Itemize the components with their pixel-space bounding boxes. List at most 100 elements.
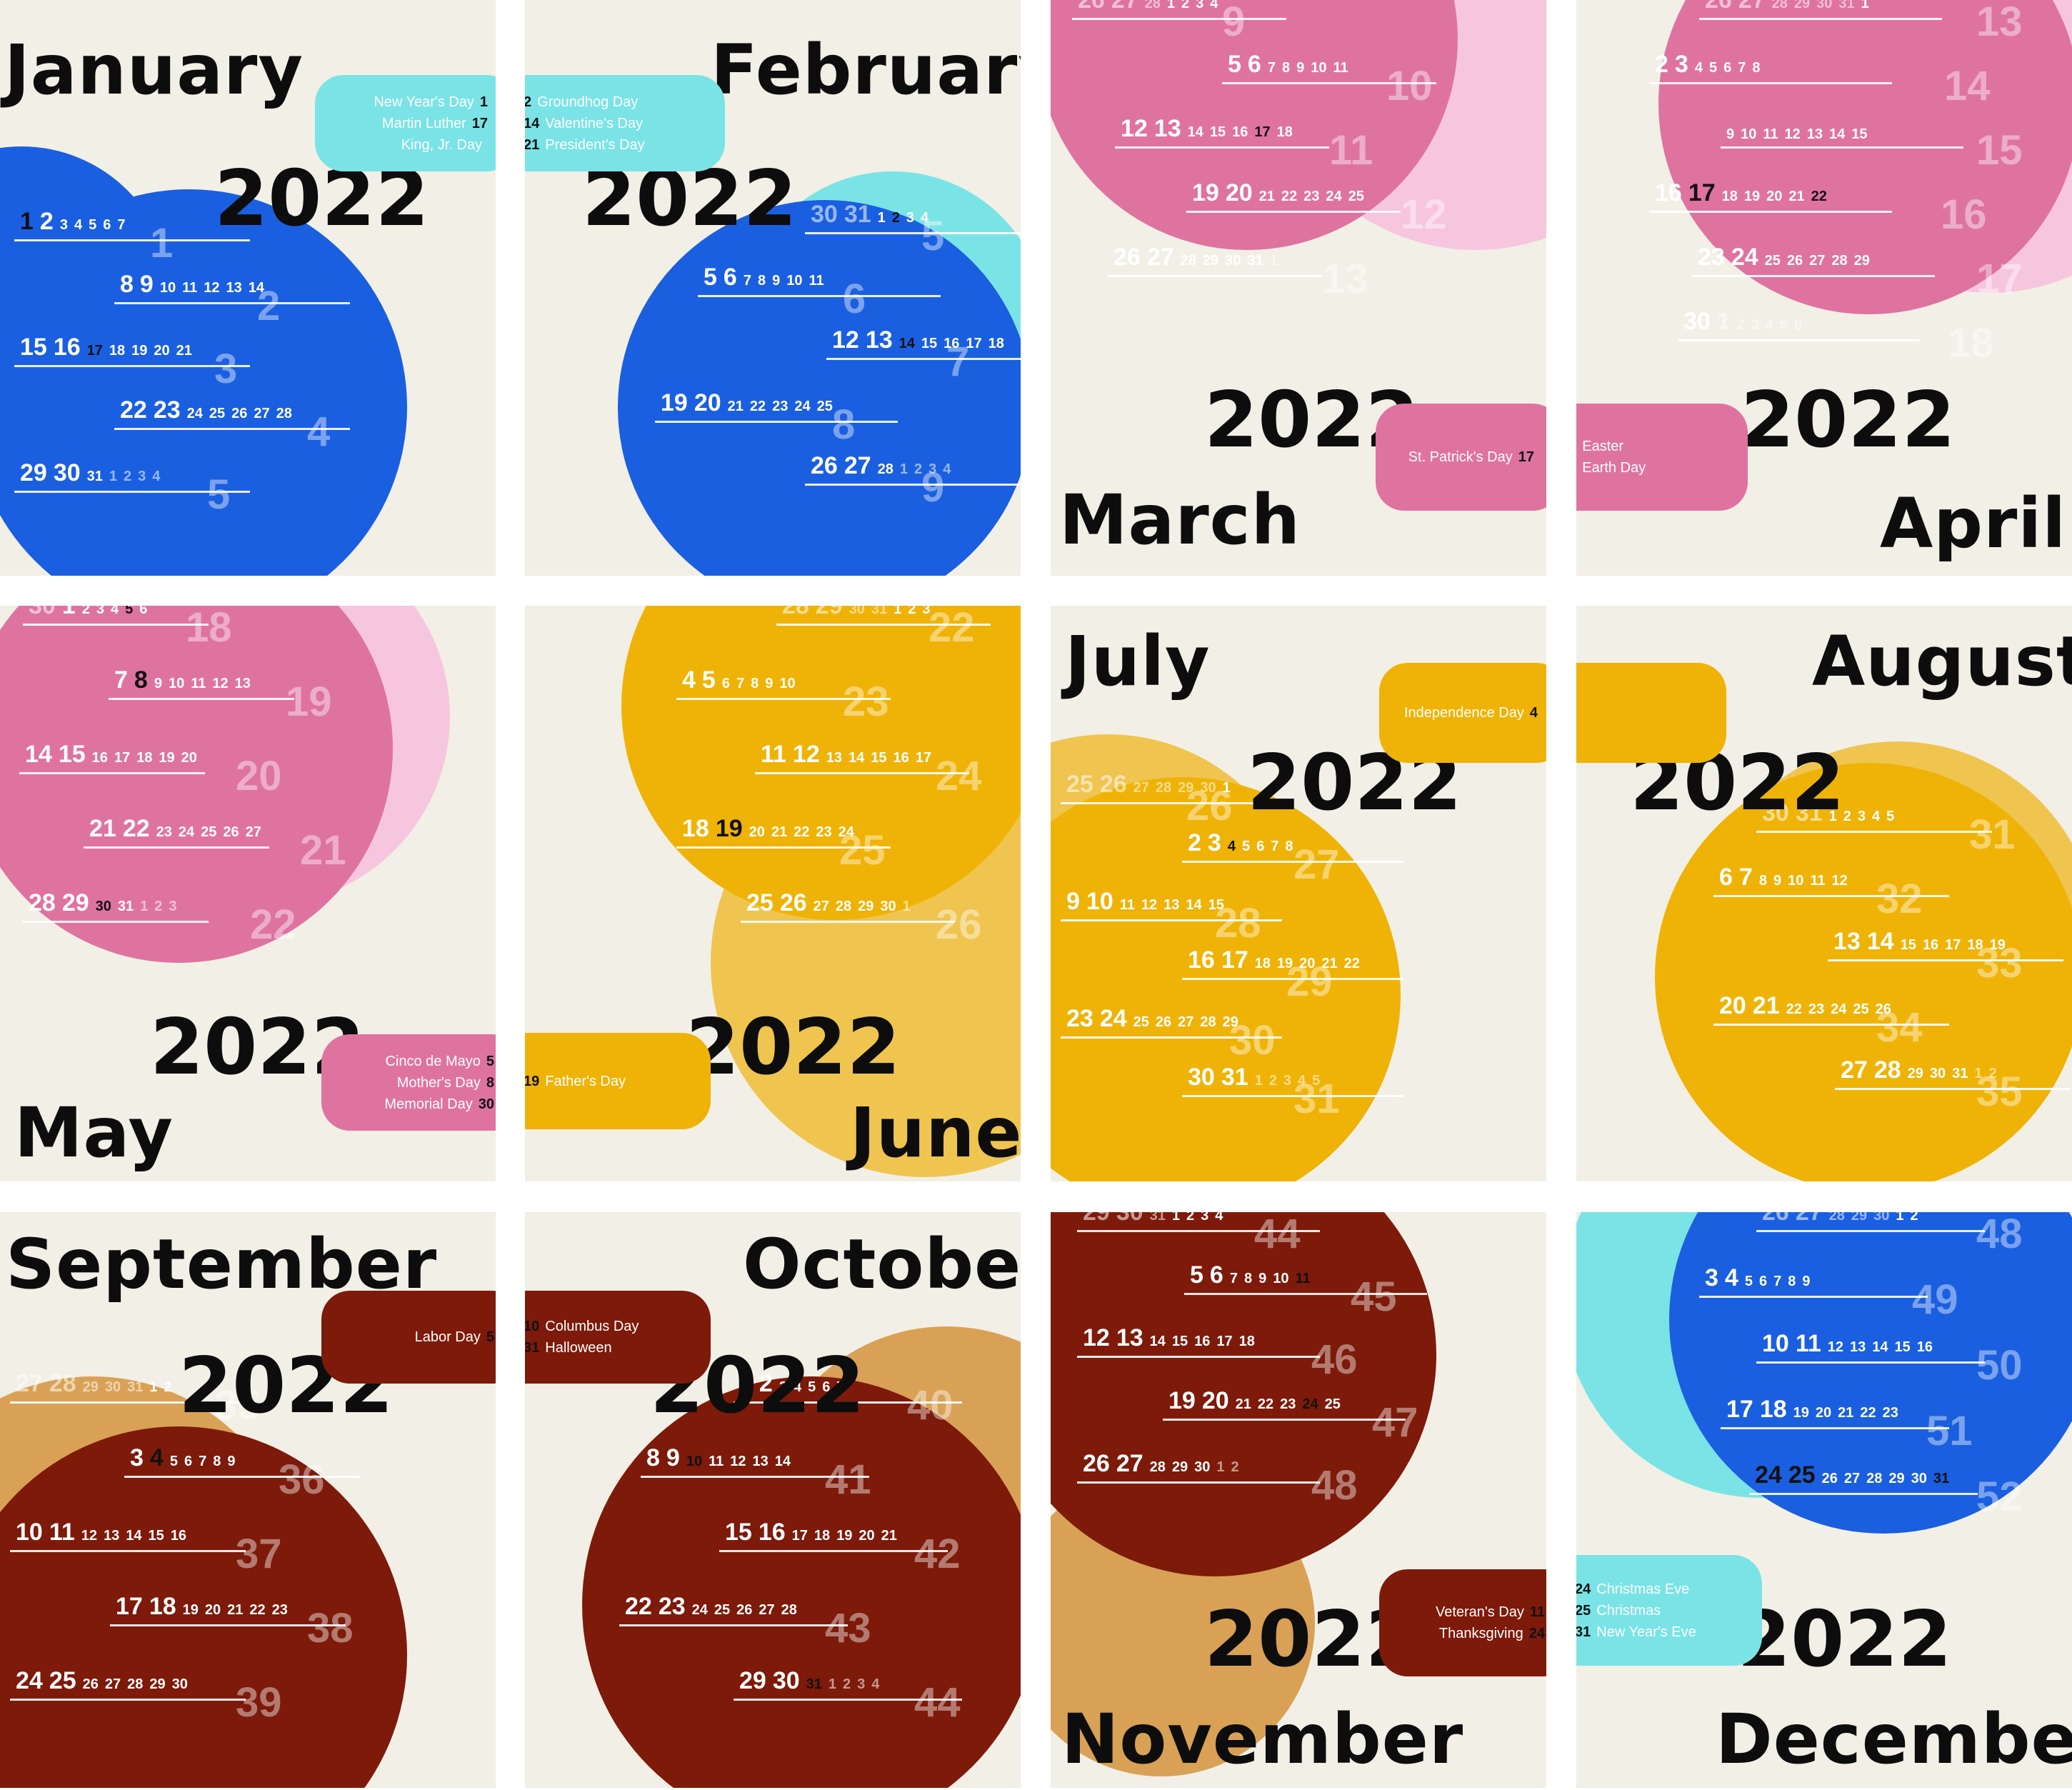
day-number[interactable]: 1 (739, 1370, 753, 1397)
day-number[interactable]: 5 (169, 1454, 178, 1469)
day-number[interactable]: 10 (686, 1454, 703, 1469)
day-number[interactable]: 3 (1705, 1264, 1718, 1291)
day-number[interactable]: 10 (1273, 1271, 1289, 1286)
day-number[interactable]: 31 (806, 1676, 822, 1692)
day-number[interactable]: 18 (1254, 956, 1271, 971)
day-number[interactable]: 13 (1850, 1339, 1866, 1355)
day-number[interactable]: 15 (1900, 937, 1916, 953)
day-number[interactable]: 20 (1201, 1387, 1229, 1414)
day-number[interactable]: 3 (169, 899, 177, 914)
day-number[interactable]: 17 (1688, 179, 1716, 206)
day-number[interactable]: 5 (1886, 809, 1895, 824)
day-number[interactable]: 3 (1674, 51, 1688, 78)
day-number[interactable]: 2 (1736, 317, 1745, 333)
day-number[interactable]: 1 (1828, 809, 1837, 824)
day-number[interactable]: 8 (134, 666, 148, 694)
day-number[interactable]: 8 (1752, 60, 1761, 76)
day-number[interactable]: 6 (721, 676, 730, 691)
day-number[interactable]: 22 (122, 815, 150, 842)
day-number[interactable]: 13 (865, 326, 893, 354)
day-number[interactable]: 30 (849, 606, 865, 617)
day-number[interactable]: 16 (758, 1519, 786, 1546)
day-number[interactable]: 8 (1243, 1271, 1253, 1286)
day-number[interactable]: 15 (1851, 126, 1868, 142)
day-number[interactable]: 1 (899, 461, 909, 477)
day-number[interactable]: 2 (1655, 51, 1668, 78)
day-number[interactable]: 5 (1708, 60, 1718, 76)
day-number[interactable]: 20 (1299, 956, 1316, 971)
day-number[interactable]: 7 (1738, 864, 1753, 891)
day-number[interactable]: 13 (826, 750, 843, 766)
day-number[interactable]: 30 (95, 899, 111, 914)
day-number[interactable]: 8 (1285, 839, 1293, 854)
day-number[interactable]: 21 (771, 824, 788, 840)
day-number[interactable]: 21 (89, 815, 116, 842)
day-number[interactable]: 26 (1078, 0, 1105, 14)
day-number[interactable]: 11 (1795, 1330, 1821, 1357)
day-number[interactable]: 15 (871, 750, 887, 766)
day-number[interactable]: 29 (1793, 0, 1811, 11)
day-number[interactable]: 11 (49, 1519, 75, 1546)
day-number[interactable]: 24 (1755, 1461, 1782, 1489)
day-number[interactable]: 2 (154, 899, 163, 914)
day-number[interactable]: 24 (794, 399, 811, 414)
day-number[interactable]: 28 (781, 1602, 797, 1618)
day-number[interactable]: 16 (170, 1528, 187, 1544)
day-number[interactable]: 10 (159, 280, 176, 296)
day-number[interactable]: 30 (1200, 780, 1216, 796)
day-number[interactable]: 11 (1810, 873, 1826, 889)
day-number[interactable]: 18 (1238, 1334, 1255, 1349)
day-number[interactable]: 29 (61, 889, 89, 916)
day-number[interactable]: 28 (1149, 1459, 1166, 1475)
day-number[interactable]: 6 (139, 606, 148, 617)
day-number[interactable]: 1 (1974, 1066, 1983, 1081)
day-number[interactable]: 20 (859, 1528, 875, 1544)
day-number[interactable]: 28 (835, 899, 852, 914)
day-number[interactable]: 3 (1196, 0, 1204, 11)
day-number[interactable]: 6 (822, 1379, 831, 1395)
day-number[interactable]: 3 (1283, 1073, 1292, 1089)
day-number[interactable]: 6 (1758, 1274, 1768, 1289)
day-number[interactable]: 1 (1269, 253, 1278, 269)
day-number[interactable]: 6 (1723, 60, 1732, 76)
day-number[interactable]: 28 (1144, 0, 1161, 11)
day-number[interactable]: 10 (1741, 126, 1757, 142)
day-number[interactable]: 27 (1133, 780, 1149, 796)
day-number[interactable]: 30 (1194, 1459, 1211, 1475)
day-number[interactable]: 26 (223, 824, 239, 840)
day-number[interactable]: 12 (81, 1528, 98, 1544)
day-number[interactable]: 23 (1882, 1405, 1898, 1421)
day-number[interactable]: 23 (658, 1593, 686, 1620)
day-number[interactable]: 18 (1759, 1396, 1787, 1423)
day-number[interactable]: 13 (1153, 115, 1181, 142)
day-number[interactable]: 27 (1116, 1450, 1143, 1477)
day-number[interactable]: 7 (1773, 1274, 1782, 1289)
day-number[interactable]: 24 (16, 1667, 43, 1694)
day-number[interactable]: 19 (715, 815, 743, 842)
day-number[interactable]: 24 (1326, 189, 1342, 204)
day-number[interactable]: 10 (168, 676, 185, 691)
day-number[interactable]: 8 (213, 1454, 221, 1469)
day-number[interactable]: 28 (127, 1676, 144, 1692)
day-number[interactable]: 15 (1208, 897, 1224, 913)
day-number[interactable]: 31 (1795, 799, 1823, 826)
day-number[interactable]: 19 (131, 343, 148, 359)
day-number[interactable]: 13 (1833, 928, 1861, 955)
day-number[interactable]: 21 (881, 1528, 897, 1544)
day-number[interactable]: 22 (1257, 1396, 1274, 1412)
day-number[interactable]: 10 (1086, 888, 1113, 915)
day-number[interactable]: 1 (877, 210, 886, 226)
day-number[interactable]: 29 (815, 606, 843, 619)
day-number[interactable]: 27 (245, 824, 261, 840)
day-number[interactable]: 6 (1256, 839, 1265, 854)
day-number[interactable]: 14 (1187, 124, 1203, 140)
day-number[interactable]: 11 (1295, 1271, 1311, 1286)
day-number[interactable]: 30 (171, 1676, 188, 1692)
day-number[interactable]: 1 (109, 469, 118, 484)
day-number[interactable]: 27 (254, 406, 270, 421)
day-number[interactable]: 29 (1851, 1212, 1868, 1224)
day-number[interactable]: 30 (53, 459, 81, 486)
day-number[interactable]: 29 (1853, 253, 1870, 269)
day-number[interactable]: 30 (1762, 799, 1789, 826)
day-number[interactable]: 25 (209, 406, 226, 421)
